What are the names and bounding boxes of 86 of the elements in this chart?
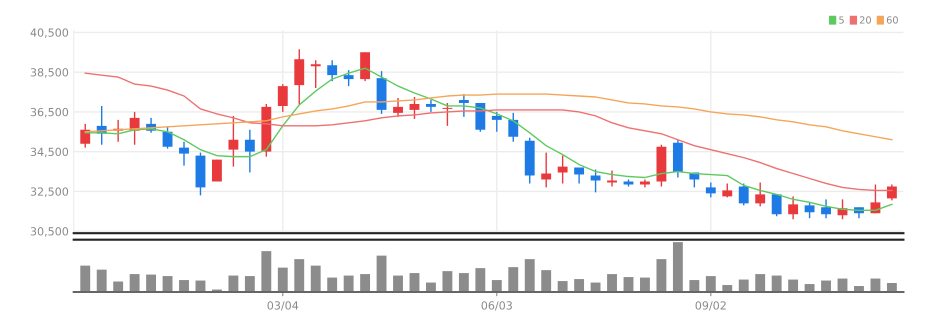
bar	[524, 259, 535, 292]
bar	[656, 259, 666, 292]
candlestick	[278, 83, 288, 113]
bar	[672, 242, 683, 292]
bar	[130, 274, 140, 292]
bar	[508, 267, 518, 292]
legend-label: 5	[839, 16, 844, 24]
bar	[162, 276, 172, 292]
x-tick-label: 06/03	[482, 301, 512, 311]
candlestick	[228, 115, 238, 168]
bar	[838, 278, 848, 292]
candlestick	[393, 97, 403, 118]
candlestick	[541, 152, 552, 188]
candlestick	[706, 182, 716, 198]
bar	[393, 276, 403, 292]
candlestick	[590, 168, 601, 194]
candlestick	[804, 202, 815, 219]
candlestick	[244, 129, 255, 174]
y-tick-label: 32,500	[30, 187, 68, 197]
bar	[278, 268, 288, 292]
bar	[607, 274, 617, 292]
candlestick	[755, 182, 766, 208]
bar	[458, 273, 469, 292]
candlestick	[344, 69, 354, 87]
bar	[755, 274, 766, 292]
candlestick	[508, 112, 518, 142]
candlestick	[788, 196, 798, 220]
candlestick	[558, 154, 568, 184]
candlestick	[162, 126, 172, 150]
candlestick	[607, 170, 617, 188]
bar	[788, 280, 798, 292]
bar	[772, 276, 782, 292]
bar	[228, 276, 238, 292]
y-tick-label: 30,500	[30, 227, 68, 237]
bar	[541, 270, 552, 292]
bar	[327, 278, 338, 292]
candlestick	[722, 182, 732, 198]
candlestick	[738, 182, 749, 206]
bar	[558, 281, 568, 292]
x-tick-label: 03/04	[268, 301, 298, 311]
bar	[113, 282, 124, 292]
y-tick-label: 36,500	[30, 108, 68, 118]
bar	[574, 279, 584, 292]
candlestick	[442, 102, 452, 127]
bar	[475, 268, 486, 292]
bar	[146, 274, 156, 292]
candlestick	[458, 93, 469, 118]
bar	[376, 256, 386, 292]
candlestick	[821, 198, 831, 219]
bar	[640, 278, 650, 292]
bar	[294, 259, 304, 292]
bar	[360, 274, 370, 292]
candlestick	[327, 60, 338, 82]
x-tick-label: 09/02	[696, 301, 726, 311]
bar	[344, 276, 354, 292]
bar	[706, 276, 716, 292]
candlestick	[772, 194, 782, 217]
bar	[689, 280, 700, 292]
bar	[244, 276, 255, 292]
candlestick	[574, 166, 584, 184]
y-tick-label: 34,500	[30, 148, 68, 158]
bar	[410, 273, 420, 292]
bar	[261, 251, 272, 292]
bar	[310, 266, 321, 292]
legend-label: 60	[886, 16, 898, 24]
bar	[196, 280, 206, 292]
bar	[96, 270, 107, 292]
bar	[870, 278, 880, 292]
y-tick-label: 38,500	[30, 68, 68, 78]
legend-label: 20	[860, 16, 871, 24]
candlestick	[410, 96, 420, 120]
bar	[590, 282, 601, 292]
candlestick	[212, 158, 222, 182]
bar	[442, 271, 452, 292]
bar	[886, 283, 897, 292]
candlestick	[310, 60, 321, 89]
bar	[179, 280, 189, 292]
bar	[624, 277, 634, 292]
candlestick	[492, 111, 502, 132]
bar	[80, 266, 90, 292]
candlestick	[179, 141, 189, 166]
bar	[426, 282, 436, 292]
candlestick	[886, 184, 897, 202]
y-tick-label: 40,500	[30, 28, 68, 38]
bar	[821, 280, 831, 292]
candlestick	[426, 99, 436, 113]
